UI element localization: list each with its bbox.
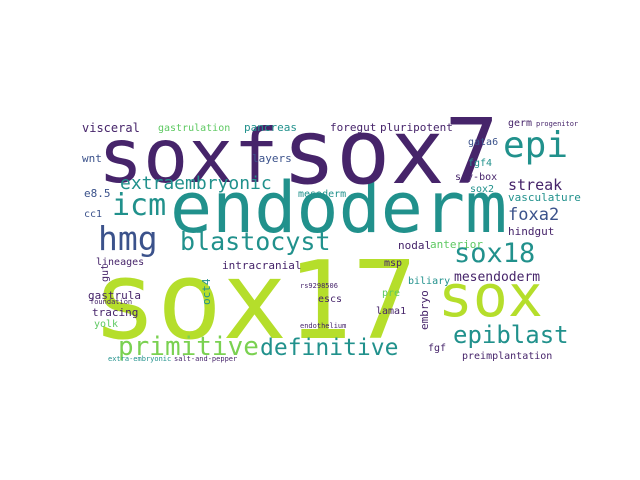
word: pre	[382, 288, 400, 299]
word: gastrulation	[158, 123, 230, 134]
word: intracranial	[222, 259, 301, 272]
word: fgf4	[468, 158, 492, 169]
word: escs	[318, 294, 342, 305]
word: visceral	[82, 121, 140, 135]
word: msp	[384, 258, 402, 269]
word: pancreas	[244, 121, 297, 134]
word: yolk	[94, 319, 118, 330]
word: biliary	[408, 276, 450, 287]
word: sox7	[282, 100, 499, 205]
word: primitive	[118, 332, 259, 362]
word: epiblast	[453, 321, 569, 349]
word: e8.5	[84, 187, 111, 200]
word: foregut	[330, 121, 376, 134]
word: blastocyst	[180, 227, 331, 256]
word: foundation	[90, 298, 132, 306]
word: layers	[252, 152, 292, 165]
word: sox17	[92, 239, 417, 364]
word: cc1	[84, 209, 102, 220]
word: sox	[438, 262, 543, 330]
word: tracing	[92, 306, 138, 319]
word: hindgut	[508, 225, 554, 238]
word: fgf	[428, 343, 446, 354]
cloud-background	[70, 115, 580, 373]
word: salt-and-pepper	[174, 355, 237, 363]
word: mesendoderm	[454, 270, 540, 285]
word: germ	[508, 118, 532, 129]
word: lineages	[96, 257, 144, 268]
word: wnt	[82, 152, 102, 165]
word: endothelium	[300, 322, 346, 330]
word: gut	[100, 264, 111, 282]
word: sox2	[470, 184, 494, 195]
word: preimplantation	[462, 351, 552, 362]
word: streak	[508, 176, 562, 194]
word: progenitor	[536, 120, 578, 128]
word: extra-embryonic	[108, 355, 171, 363]
word: icm	[112, 188, 166, 223]
word: mesoderm	[298, 189, 346, 200]
word: lama1	[376, 306, 406, 317]
word: rs9298506	[300, 282, 338, 290]
word: epi	[503, 125, 568, 166]
word: anterior	[430, 238, 483, 251]
word: embryo	[418, 290, 431, 330]
word: sox18	[454, 238, 535, 269]
word: extraembryonic	[120, 173, 272, 194]
word: nodal	[398, 239, 431, 252]
word: soxf	[98, 112, 279, 200]
word: sry-box	[455, 172, 497, 183]
word: definitive	[260, 335, 398, 361]
word: endoderm	[170, 167, 507, 249]
word: foxa2	[508, 205, 559, 225]
word: oct4	[200, 278, 213, 305]
word: vasculature	[508, 191, 581, 204]
word: gastrula	[88, 289, 141, 302]
word: gata6	[468, 137, 498, 148]
word: pluripotent	[380, 121, 453, 134]
word: hmg	[98, 219, 158, 258]
